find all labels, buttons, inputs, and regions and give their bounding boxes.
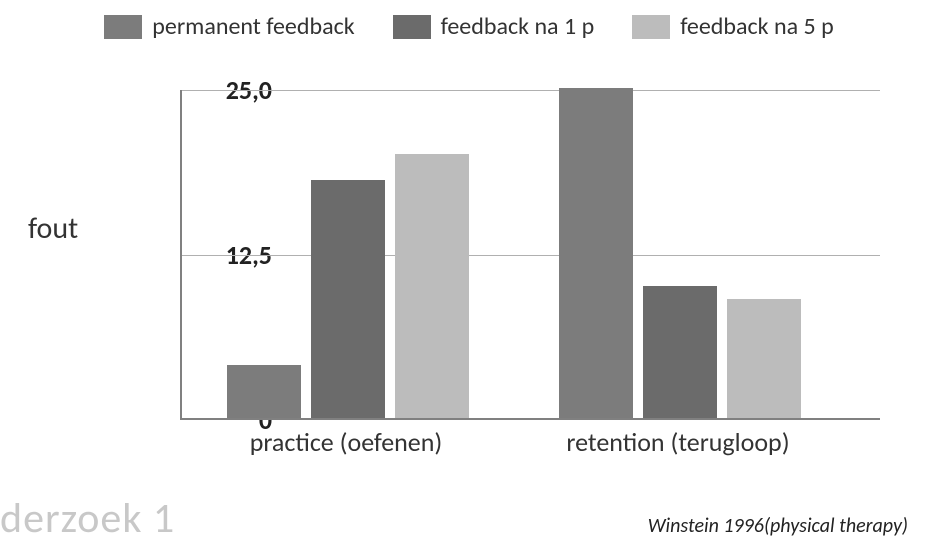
legend-item: permanent feedback <box>104 12 354 41</box>
legend-label: feedback na 1 p <box>441 12 595 41</box>
x-category-label: retention (terugloop) <box>528 426 828 458</box>
plot-region <box>180 90 880 420</box>
citation-text: Winstein 1996(physical therapy) <box>648 514 908 538</box>
legend-swatch-1 <box>393 15 431 39</box>
legend-swatch-0 <box>104 15 142 39</box>
y-axis-label: fout <box>28 210 78 247</box>
bar-group-0 <box>222 154 474 418</box>
legend-item: feedback na 1 p <box>393 12 595 41</box>
legend-swatch-2 <box>632 15 670 39</box>
bar <box>311 180 385 418</box>
bar <box>227 365 301 418</box>
legend: permanent feedback feedback na 1 p feedb… <box>0 0 938 41</box>
bar-group-1 <box>554 88 806 418</box>
chart-area: 0 12,5 25,0 practice (oefenen) retention… <box>100 70 900 470</box>
bar <box>395 154 469 418</box>
legend-label: permanent feedback <box>152 12 354 41</box>
x-category-label: practice (oefenen) <box>196 426 496 458</box>
bar <box>559 88 633 418</box>
bar <box>643 286 717 418</box>
bar <box>727 299 801 418</box>
legend-item: feedback na 5 p <box>632 12 834 41</box>
partial-cropped-text: derzoek 1 <box>0 493 175 544</box>
legend-label: feedback na 5 p <box>680 12 834 41</box>
